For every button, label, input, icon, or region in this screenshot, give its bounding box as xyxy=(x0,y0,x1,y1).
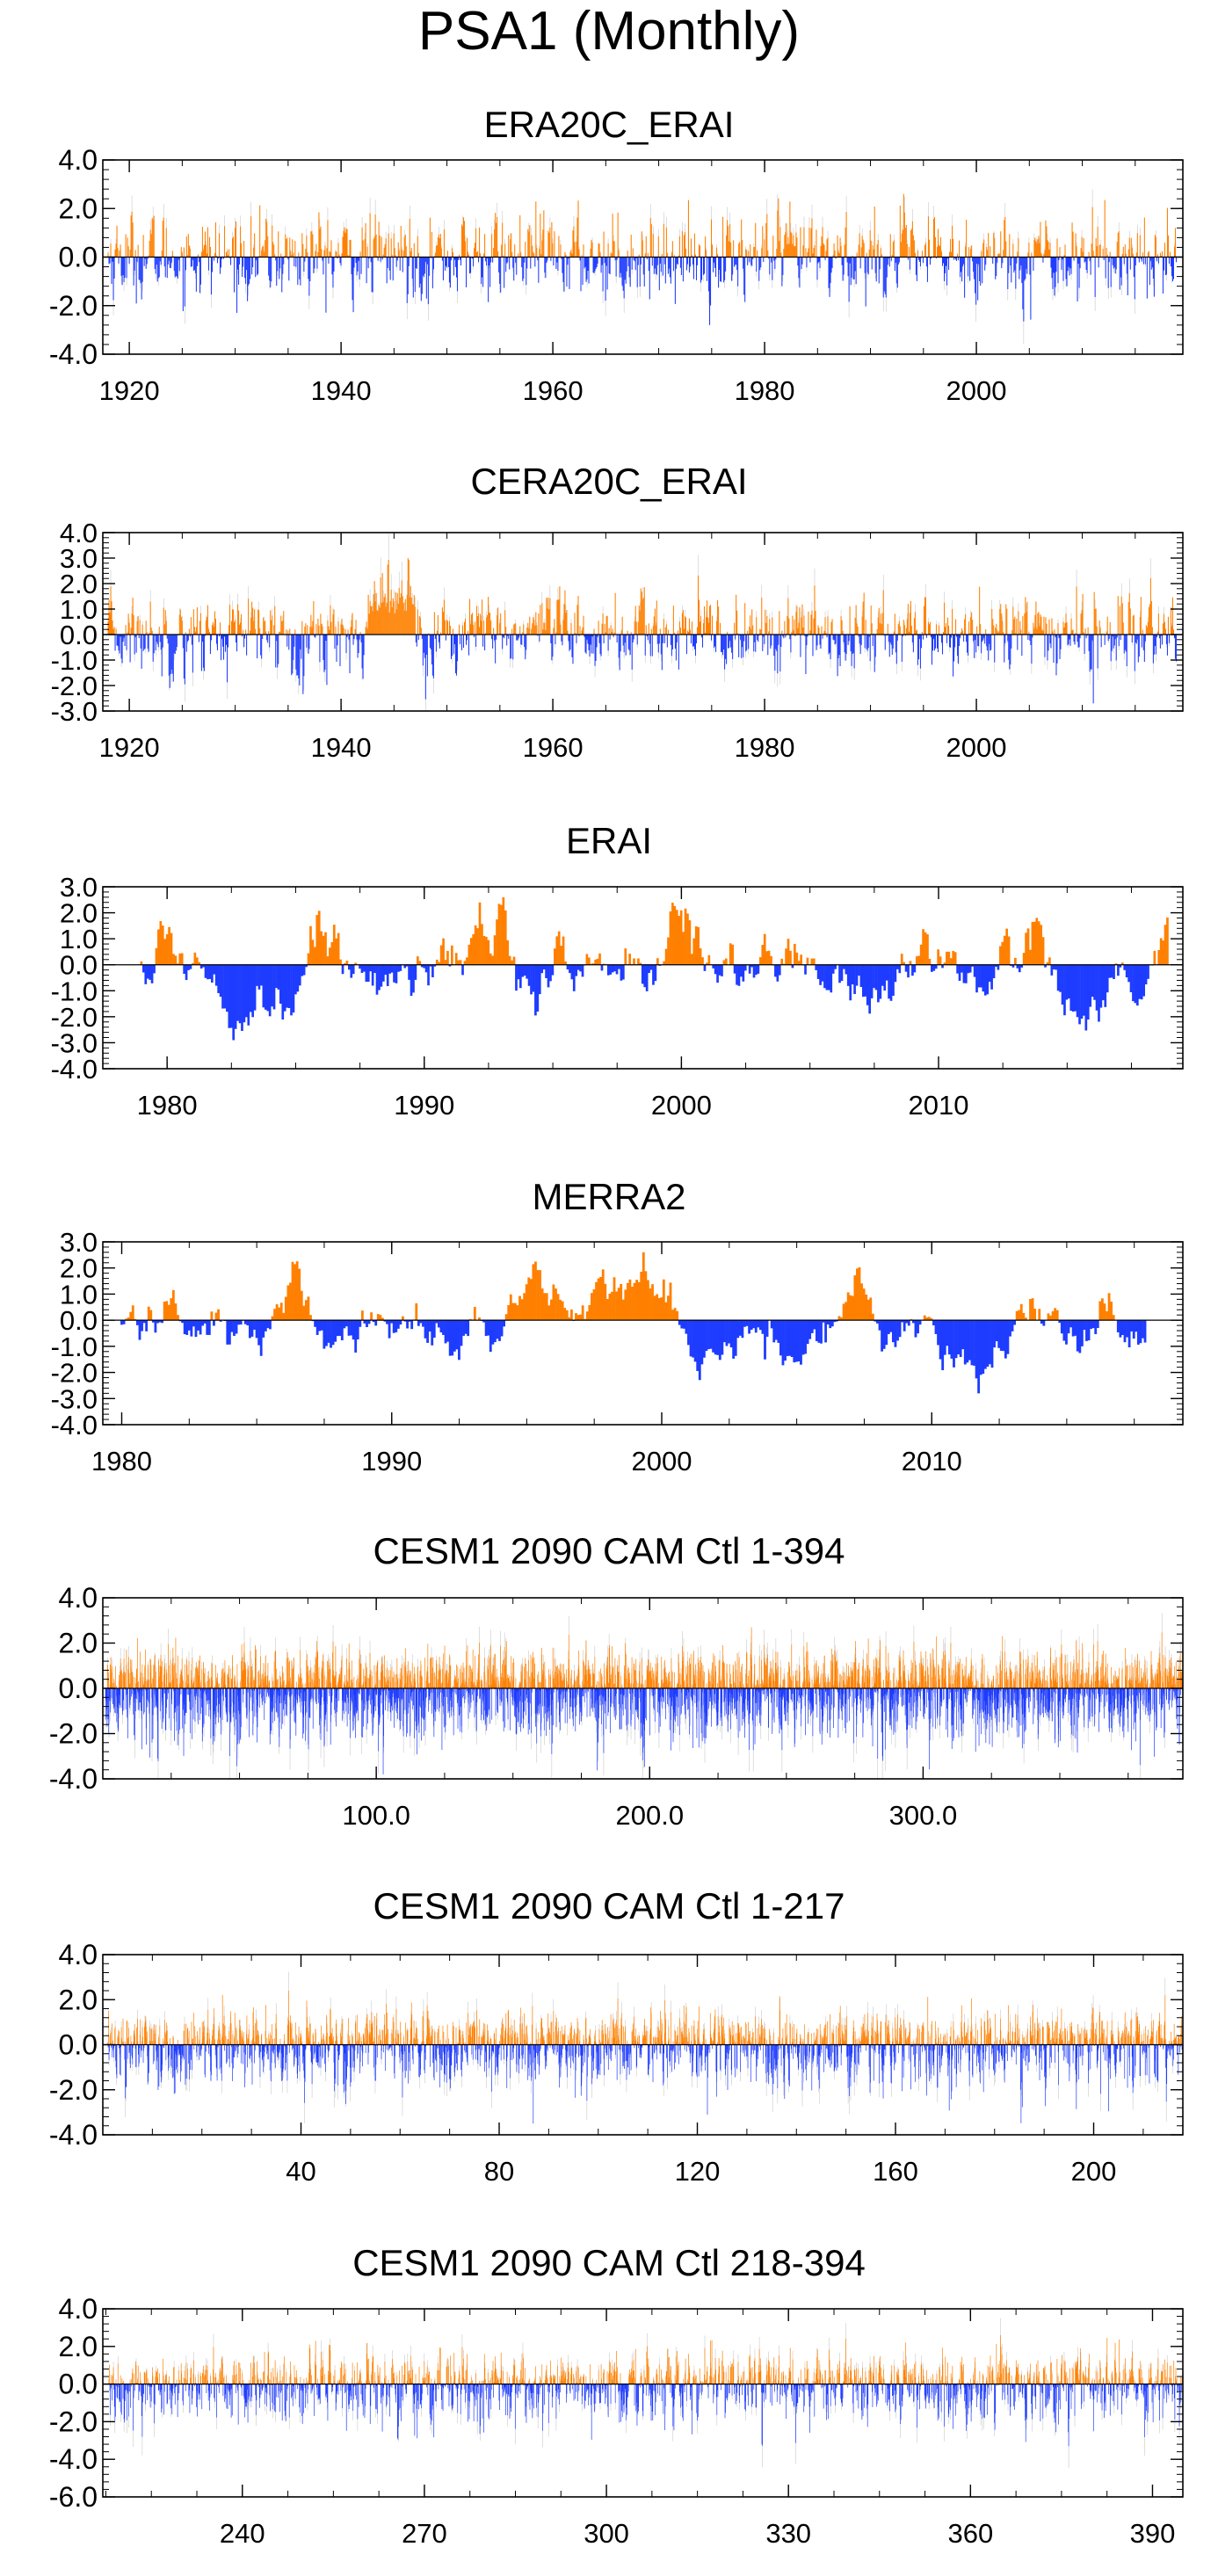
x-tick-label: 1980 xyxy=(735,732,795,763)
bars xyxy=(108,194,1176,325)
y-tick-label: -4.0 xyxy=(49,338,98,370)
x-tick-label: 1940 xyxy=(311,375,372,406)
x-tick-label: 2010 xyxy=(909,1090,969,1121)
x-tick-label: 1990 xyxy=(394,1090,454,1121)
x-tick-label: 2000 xyxy=(651,1090,712,1121)
panel-title: CERA20C_ERAI xyxy=(0,461,1218,503)
x-tick-label: 1940 xyxy=(311,732,372,763)
x-tick-label: 1960 xyxy=(523,732,584,763)
x-tick-label: 2010 xyxy=(902,1446,962,1477)
panel-title: CESM1 2090 CAM Ctl 1-394 xyxy=(0,1530,1218,1572)
y-tick-label: 2.0 xyxy=(59,192,98,224)
bars xyxy=(108,558,1176,703)
panel-title: MERRA2 xyxy=(0,1176,1218,1218)
x-tick-label: 1980 xyxy=(137,1090,198,1121)
x-tick-label: 1960 xyxy=(523,375,584,406)
y-tick-label: -4.0 xyxy=(51,1054,98,1085)
x-tick-label: 2000 xyxy=(946,732,1007,763)
y-tick-label: 4.0 xyxy=(59,144,98,176)
panel-title: ERAI xyxy=(0,820,1218,862)
panel-title: ERA20C_ERAI xyxy=(0,104,1218,146)
y-tick-label: -4.0 xyxy=(51,1410,98,1440)
y-tick-label: 0.0 xyxy=(59,242,98,273)
x-tick-label: 2000 xyxy=(632,1446,692,1477)
x-tick-label: 1990 xyxy=(361,1446,422,1477)
x-tick-label: 1920 xyxy=(99,375,160,406)
x-tick-label: 1920 xyxy=(99,732,160,763)
x-tick-label: 1980 xyxy=(91,1446,152,1477)
bars xyxy=(141,897,1168,1041)
y-tick-label: -2.0 xyxy=(49,290,98,322)
y-tick-label: -3.0 xyxy=(51,696,98,727)
x-tick-label: 2000 xyxy=(946,375,1007,406)
x-tick-label: 1980 xyxy=(735,375,795,406)
bars xyxy=(122,1252,1146,1393)
